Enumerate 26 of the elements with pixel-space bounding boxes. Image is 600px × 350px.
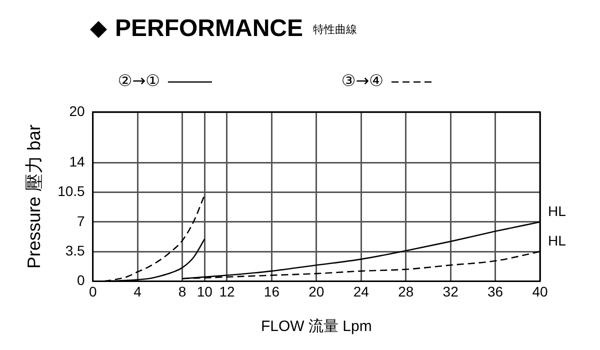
x-tick-label: 8 [178,283,186,300]
x-tick-label: 12 [219,283,235,300]
x-tick-label: 32 [442,283,459,300]
annotation: HL [548,232,566,248]
y-tick-label: 14 [69,154,86,170]
x-tick-label: 10 [196,283,213,300]
chart-subtitle: 特性曲線 [313,22,358,36]
x-tick-label: 20 [308,283,324,300]
x-tick-label: 0 [88,283,97,300]
annotation: HL [548,202,566,219]
y-tick-label: 20 [69,102,86,119]
legend-label: ②→① [118,71,160,90]
y-tick-label: 10.5 [58,183,86,200]
x-tick-label: 40 [532,283,548,300]
y-tick-label: 7 [77,212,86,229]
y-tick-label: 0 [77,272,86,288]
y-tick-label: 3.5 [65,242,86,258]
x-tick-label: 28 [398,283,414,300]
x-axis-title: FLOW 流量 Lpm [260,318,372,336]
legend-label: ③→④ [341,71,384,90]
y-axis-title: Pressure 壓力 bar [24,124,44,269]
x-tick-label: 36 [487,283,504,300]
x-tick-label: 16 [264,283,280,300]
x-tick-label: 24 [353,283,370,300]
x-tick-label: 4 [134,283,142,300]
chart-title: PERFORMANCE [115,15,304,43]
